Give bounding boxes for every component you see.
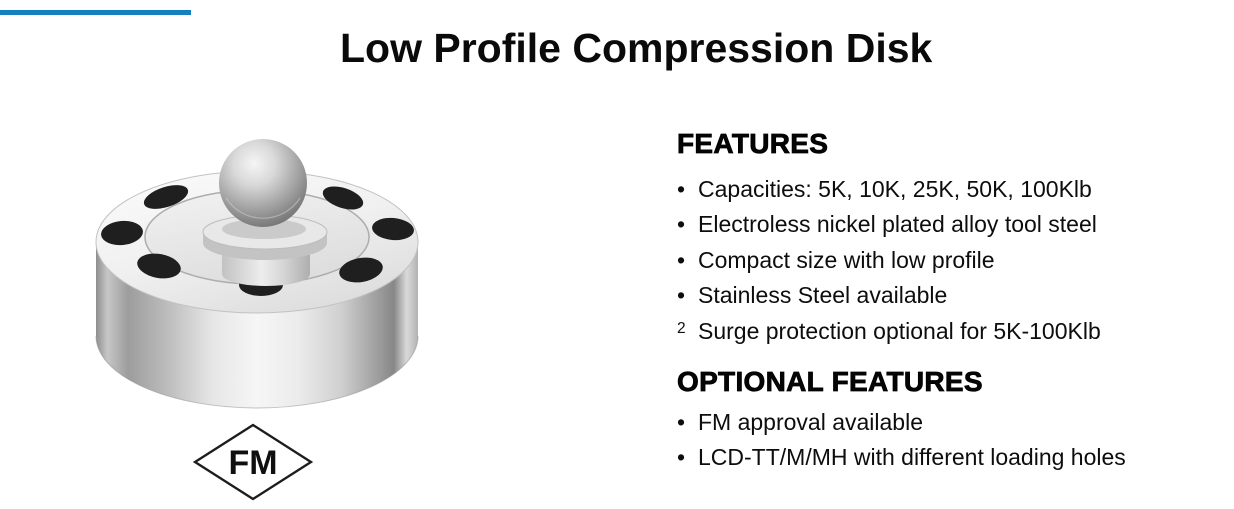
- header-accent-bar: [0, 10, 191, 15]
- feature-item-footnote: 2 Surge protection optional for 5K-100Kl…: [677, 314, 1197, 349]
- feature-item: • Stainless Steel available: [677, 278, 1197, 313]
- bullet-icon: •: [677, 211, 686, 238]
- feature-item: • Compact size with low profile: [677, 243, 1197, 278]
- features-heading: FEATURES: [677, 128, 829, 159]
- load-ball-reflection: [225, 197, 301, 219]
- feature-item: • FM approval available: [677, 405, 1197, 440]
- feature-text: Capacities: 5K, 10K, 25K, 50K, 100Klb: [698, 176, 1092, 202]
- feature-text: Electroless nickel plated alloy tool ste…: [698, 211, 1097, 238]
- bullet-icon: •: [677, 282, 686, 309]
- load-button-pedestal: [202, 214, 328, 260]
- product-photo-load-cell: [95, 139, 419, 409]
- feature-text: Surge protection optional for 5K-100Klb: [698, 317, 1101, 344]
- feature-text: Compact size with low profile: [698, 246, 995, 273]
- fm-badge-label: FM: [228, 444, 277, 482]
- bullet-icon: •: [677, 176, 686, 202]
- bullet-icon: •: [677, 444, 686, 471]
- feature-item: • LCD-TT/M/MH with different loading hol…: [677, 440, 1197, 475]
- footnote-2-marker: 2: [677, 319, 686, 337]
- optional-features-list: • FM approval available • LCD-TT/M/MH wi…: [677, 405, 1197, 476]
- bullet-icon: •: [677, 246, 686, 273]
- bullet-icon: •: [677, 409, 686, 435]
- feature-text: LCD-TT/M/MH with different loading holes: [698, 444, 1126, 471]
- fm-approval-badge: FM: [193, 423, 313, 501]
- feature-text: FM approval available: [698, 409, 924, 435]
- feature-item: • Electroless nickel plated alloy tool s…: [677, 207, 1197, 242]
- features-list: • Capacities: 5K, 10K, 25K, 50K, 100Klb …: [677, 172, 1197, 349]
- page-title: Low Profile Compression Disk: [340, 25, 933, 71]
- load-ball: [219, 139, 307, 227]
- optional-features-heading: OPTIONAL FEATURES: [677, 366, 983, 397]
- feature-text: Stainless Steel available: [698, 282, 948, 309]
- feature-item: • Capacities: 5K, 10K, 25K, 50K, 100Klb: [677, 172, 1197, 207]
- fm-diamond-outline: [193, 423, 313, 501]
